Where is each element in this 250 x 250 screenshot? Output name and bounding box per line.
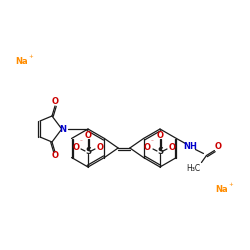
Text: ⁻: ⁻	[80, 140, 82, 145]
Text: O: O	[72, 144, 80, 152]
Text: O: O	[84, 132, 91, 140]
Text: N: N	[60, 124, 66, 134]
Text: O: O	[52, 98, 59, 106]
Text: S: S	[157, 146, 163, 156]
Text: Na: Na	[16, 58, 28, 66]
Text: O: O	[52, 152, 59, 160]
Text: O: O	[144, 144, 150, 152]
Text: H₃C: H₃C	[186, 164, 200, 173]
Text: NH: NH	[184, 142, 198, 151]
Text: ⁻: ⁻	[150, 140, 154, 145]
Text: Na: Na	[216, 186, 228, 194]
Text: O: O	[168, 144, 175, 152]
Text: S: S	[85, 146, 91, 156]
Text: O: O	[96, 144, 103, 152]
Text: O: O	[156, 132, 164, 140]
Text: +: +	[228, 182, 234, 186]
Text: O: O	[215, 142, 222, 151]
Text: +: +	[28, 54, 34, 59]
